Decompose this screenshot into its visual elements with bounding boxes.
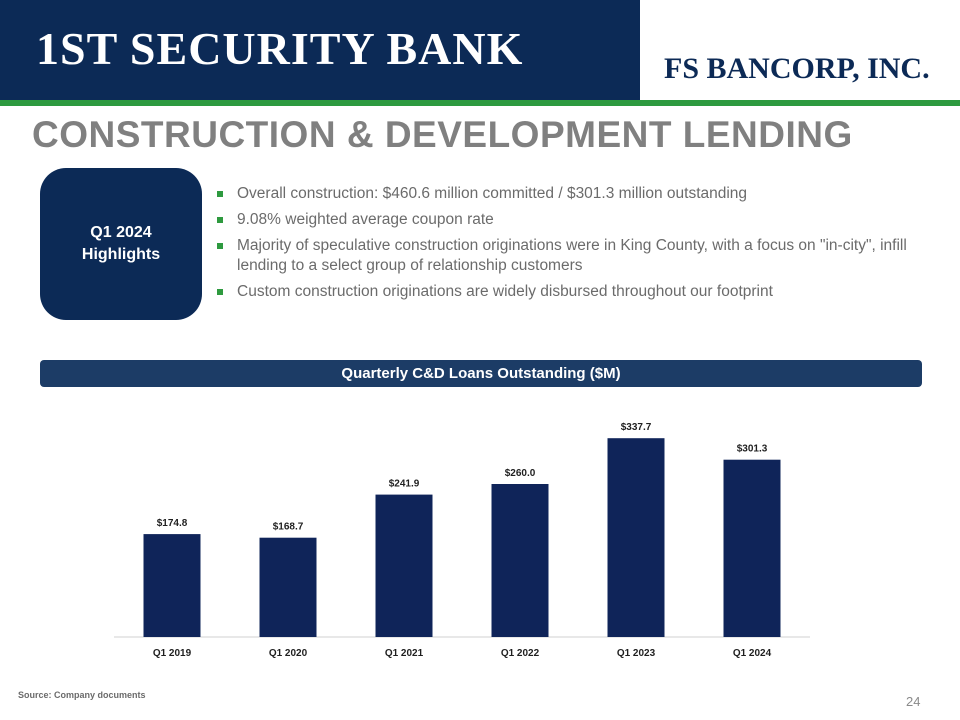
list-item: Overall construction: $460.6 million com… — [214, 184, 930, 204]
data-label: $174.8 — [157, 518, 188, 529]
square-bullet-icon — [217, 191, 223, 197]
list-item-text: 9.08% weighted average coupon rate — [237, 211, 494, 228]
list-item: 9.08% weighted average coupon rate — [214, 210, 930, 230]
data-label: $260.0 — [505, 468, 536, 479]
highlights-badge-text: Q1 2024 Highlights — [81, 224, 161, 263]
square-bullet-icon — [217, 289, 223, 295]
list-item-text: Custom construction originations are wid… — [237, 283, 773, 300]
data-label: $168.7 — [273, 522, 304, 533]
data-label: $337.7 — [621, 422, 652, 433]
list-item-text: Majority of speculative construction ori… — [237, 237, 907, 274]
square-bullet-icon — [217, 217, 223, 223]
parent-logo: FS BANCORP, INC. — [664, 52, 930, 85]
data-label: $241.9 — [389, 479, 420, 490]
bar-q1-2024 — [723, 459, 781, 637]
bar-q1-2023 — [607, 438, 665, 637]
x-tick-label: Q1 2020 — [269, 648, 308, 659]
list-item-text: Overall construction: $460.6 million com… — [237, 185, 748, 202]
chart-title: Quarterly C&D Loans Outstanding ($M) — [40, 360, 922, 387]
header-divider — [0, 100, 960, 106]
x-tick-label: Q1 2021 — [385, 648, 424, 659]
bars-group: $174.8 Q1 2019 $168.7 Q1 2020 $241.9 Q1 2021 $… — [143, 422, 781, 659]
header-band: 1ST SECURITY BANK — [0, 0, 640, 100]
x-tick-label: Q1 2024 — [733, 648, 772, 659]
square-bullet-icon — [217, 243, 223, 249]
source-note: Source: Company documents — [18, 690, 146, 700]
bar-q1-2020 — [259, 537, 317, 637]
x-tick-label: Q1 2019 — [153, 648, 192, 659]
bar-q1-2019 — [143, 534, 201, 637]
x-tick-label: Q1 2023 — [617, 648, 656, 659]
bank-logo: 1ST SECURITY BANK — [36, 23, 524, 74]
list-item: Majority of speculative construction ori… — [214, 236, 930, 276]
page-number: 24 — [906, 694, 921, 709]
bar-q1-2022 — [491, 484, 549, 637]
data-label: $301.3 — [737, 444, 768, 455]
page-title: CONSTRUCTION & DEVELOPMENT LENDING — [32, 114, 853, 155]
highlights-badge: Q1 2024 Highlights — [40, 168, 202, 320]
highlights-list: Overall construction: $460.6 million com… — [214, 184, 930, 308]
list-item: Custom construction originations are wid… — [214, 282, 930, 302]
x-tick-label: Q1 2022 — [501, 648, 540, 659]
bar-chart: $174.8 Q1 2019 $168.7 Q1 2020 $241.9 Q1 2021 $… — [114, 422, 810, 659]
bar-q1-2021 — [375, 494, 433, 637]
